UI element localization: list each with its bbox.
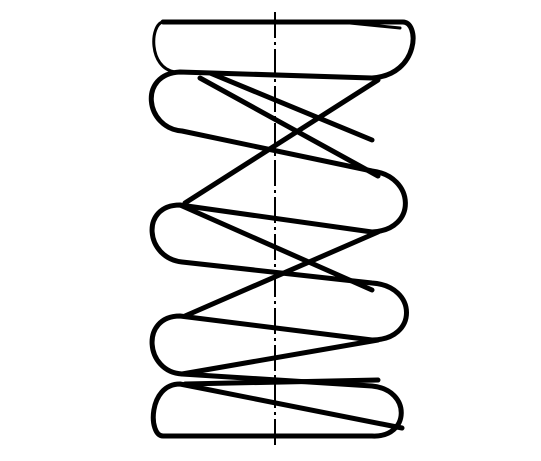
spring-coils [148,19,416,439]
spring-top-end-ground [152,20,402,74]
spring-coil-path [148,19,416,439]
